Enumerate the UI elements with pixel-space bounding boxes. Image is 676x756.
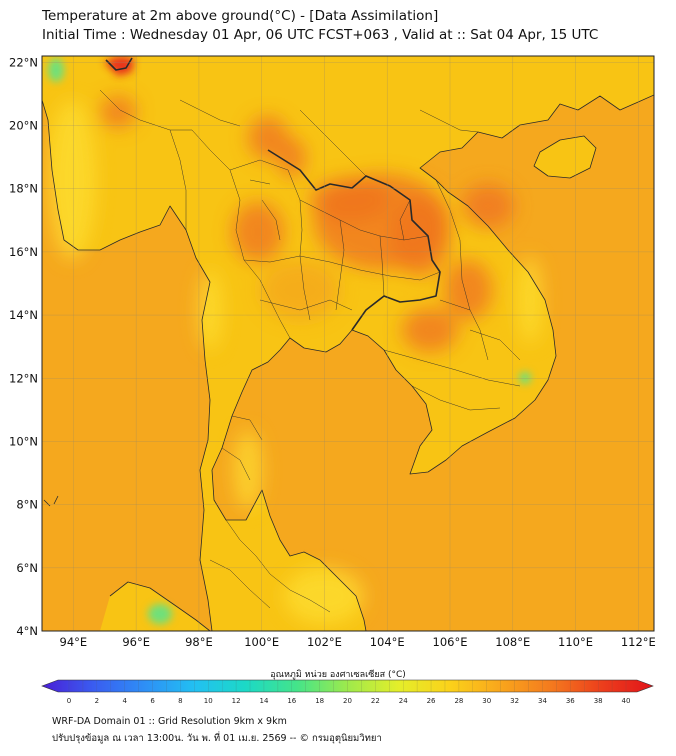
lat-tick-label: 18°N bbox=[9, 182, 38, 196]
colorbar-tick-label: 30 bbox=[482, 697, 491, 705]
map-title: Temperature at 2m above ground(°C) - [Da… bbox=[42, 8, 439, 24]
lon-tick-label: 110°E bbox=[558, 635, 593, 649]
lat-tick-label: 14°N bbox=[9, 308, 38, 322]
colorbar-tick-label: 10 bbox=[204, 697, 213, 705]
footer-model-info: WRF-DA Domain 01 :: Grid Resolution 9km … bbox=[52, 716, 287, 727]
colorbar-tick-label: 32 bbox=[510, 697, 519, 705]
colorbar-tick-label: 4 bbox=[122, 697, 127, 705]
boundary-lines bbox=[42, 57, 654, 631]
colorbar-tick-label: 12 bbox=[232, 697, 241, 705]
colorbar-tick-label: 18 bbox=[315, 697, 324, 705]
longitude-labels: 94°E 96°E 98°E 100°E 102°E 104°E 106°E 108°E 110… bbox=[60, 635, 656, 649]
lon-tick-label: 96°E bbox=[122, 635, 150, 649]
lat-tick-label: 16°N bbox=[9, 245, 38, 259]
temperature-field bbox=[48, 96, 542, 624]
lon-tick-label: 108°E bbox=[495, 635, 530, 649]
lat-tick-label: 6°N bbox=[16, 561, 38, 575]
colorbar-tick-label: 0 bbox=[67, 697, 71, 705]
lon-tick-label: 102°E bbox=[307, 635, 342, 649]
graticule bbox=[42, 56, 654, 631]
colorbar-tick-label: 16 bbox=[287, 697, 296, 705]
colorbar-tick-label: 36 bbox=[566, 697, 575, 705]
lon-tick-label: 104°E bbox=[370, 635, 405, 649]
colorbar-tick-label: 14 bbox=[259, 697, 268, 705]
colorbar-tick-label: 8 bbox=[178, 697, 182, 705]
colorbar-tick-label: 6 bbox=[150, 697, 155, 705]
colorbar-tick-label: 20 bbox=[343, 697, 352, 705]
map-frame bbox=[41, 55, 655, 632]
colorbar-ticks: 0 2 4 6 8 10 12 14 16 18 20 22 24 26 28 30 32 34 36 38 40 bbox=[67, 680, 631, 705]
colorbar-tick-label: 38 bbox=[594, 697, 603, 705]
lon-tick-label: 100°E bbox=[244, 635, 279, 649]
colorbar-title: อุณหภูมิ หน่วย องศาเซลเซียส (°C) bbox=[270, 670, 406, 680]
lat-tick-label: 10°N bbox=[9, 434, 38, 448]
colorbar: 0 2 4 6 8 10 12 14 16 18 20 22 24 26 28 30 32 34 36 38 40 bbox=[41, 679, 654, 705]
footer-update-info: ปรับปรุงข้อมูล ณ เวลา 13:00น. วัน พ. ที่… bbox=[52, 733, 382, 744]
colorbar-tick-label: 40 bbox=[622, 697, 631, 705]
latitude-labels: 22°N 20°N 18°N 16°N 14°N 12°N 10°N 8°N 6°N 4°N bbox=[9, 55, 38, 638]
colorbar-tick-label: 28 bbox=[454, 697, 463, 705]
map-area bbox=[42, 56, 654, 631]
lat-tick-label: 8°N bbox=[16, 498, 38, 512]
lon-tick-label: 98°E bbox=[185, 635, 213, 649]
map-subtitle: Initial Time : Wednesday 01 Apr, 06 UTC … bbox=[42, 27, 599, 43]
colorbar-tick-label: 2 bbox=[95, 697, 99, 705]
lon-tick-label: 112°E bbox=[621, 635, 656, 649]
lon-tick-label: 106°E bbox=[433, 635, 468, 649]
colorbar-tick-label: 24 bbox=[399, 697, 408, 705]
colorbar-tick-label: 34 bbox=[538, 697, 547, 705]
lat-tick-label: 20°N bbox=[9, 119, 38, 133]
colorbar-tick-label: 26 bbox=[427, 697, 436, 705]
colorbar-tick-label: 22 bbox=[371, 697, 380, 705]
lat-tick-label: 4°N bbox=[16, 624, 38, 638]
lon-tick-label: 94°E bbox=[60, 635, 88, 649]
lat-tick-label: 12°N bbox=[9, 371, 38, 385]
lat-tick-label: 22°N bbox=[9, 55, 38, 69]
